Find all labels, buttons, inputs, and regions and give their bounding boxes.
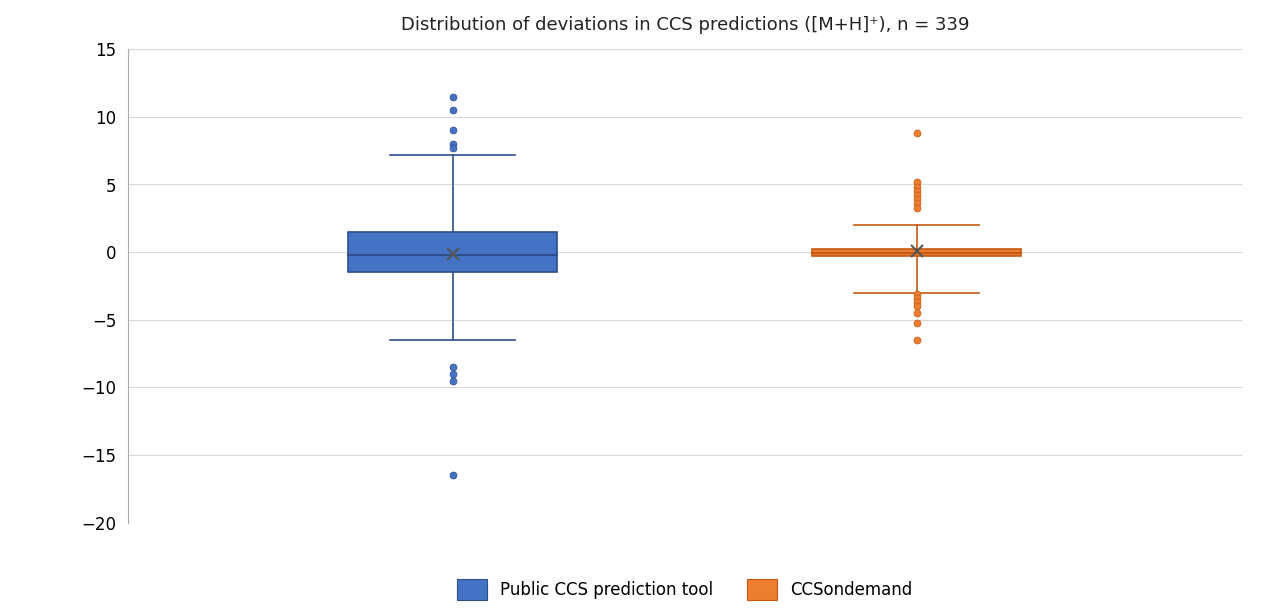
Legend: Public CCS prediction tool, CCSondemand: Public CCS prediction tool, CCSondemand — [457, 579, 913, 600]
Bar — [813, 248, 1021, 256]
Bar — [348, 232, 557, 272]
Title: Distribution of deviations in CCS predictions ([M+H]⁺), n = 339: Distribution of deviations in CCS predic… — [401, 16, 969, 34]
